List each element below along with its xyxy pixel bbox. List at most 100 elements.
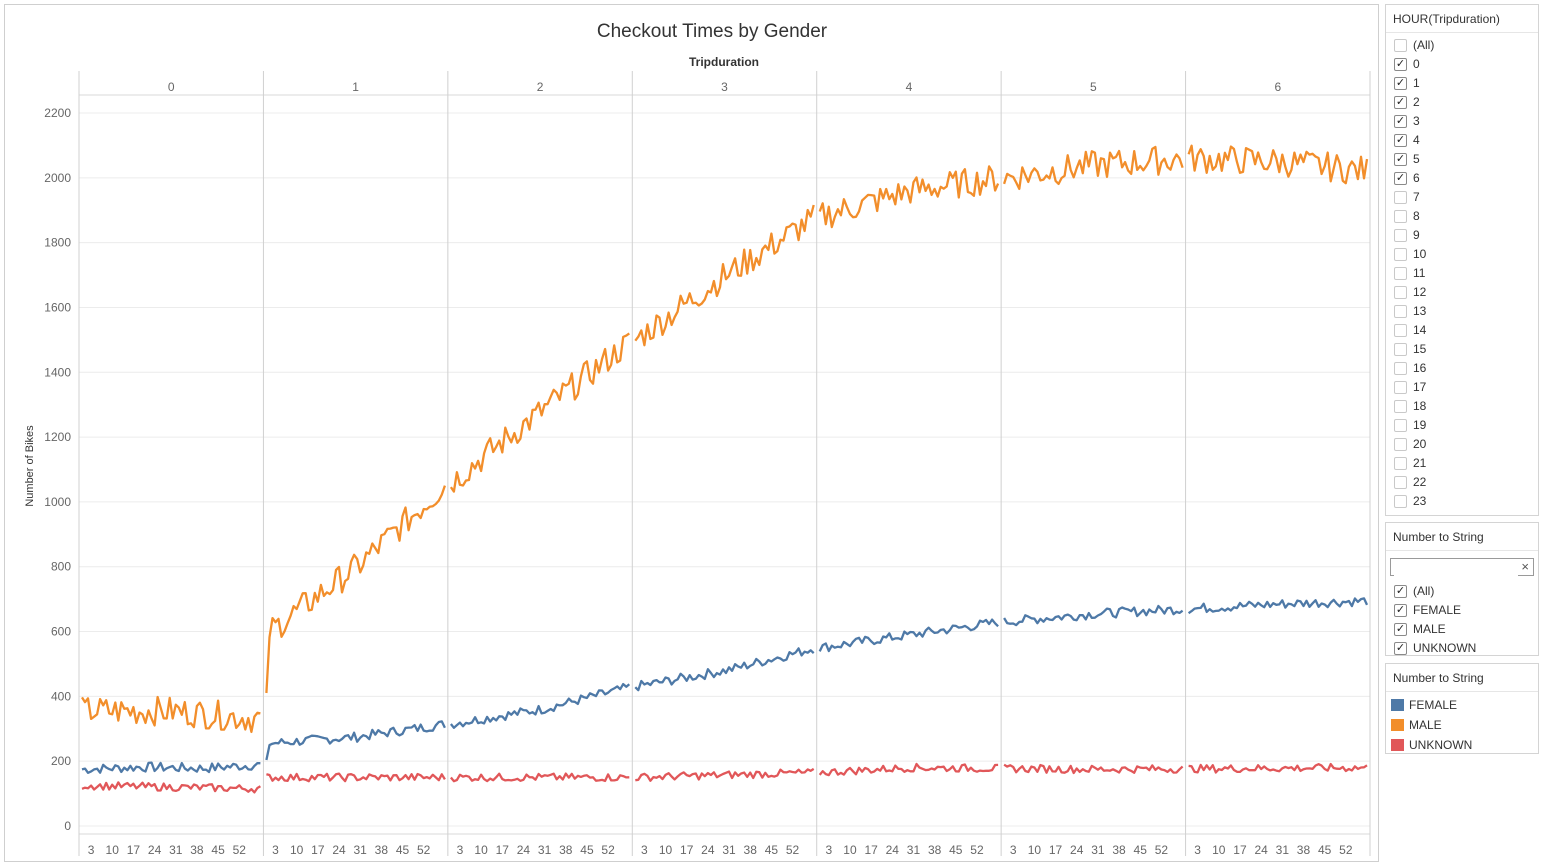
- x-tick-label: 24: [1254, 843, 1268, 857]
- gender-search-box[interactable]: ×: [1390, 558, 1534, 577]
- hour-filter-item-label: (All): [1413, 38, 1435, 52]
- hour-filter-list: (All) ✓ 0 ✓ 1 ✓ 2 ✓ 3 ✓ 4 ✓ 5 ✓ 6 7 8 9 10 11 12 13 14 15 16 17 18…: [1386, 33, 1538, 511]
- x-tick-label: 10: [1212, 843, 1226, 857]
- pane-header-label: 6: [1274, 80, 1281, 94]
- checkbox-unchecked-icon[interactable]: [1394, 267, 1407, 280]
- checkbox-unchecked-icon[interactable]: [1394, 495, 1407, 508]
- gender-filter-item[interactable]: ✓ FEMALE: [1386, 601, 1538, 620]
- legend-item[interactable]: UNKNOWN: [1386, 735, 1538, 755]
- gender-filter-item[interactable]: ✓ MALE: [1386, 620, 1538, 639]
- checkbox-checked-icon[interactable]: ✓: [1394, 585, 1407, 598]
- hour-filter-item[interactable]: ✓ 2: [1386, 93, 1538, 112]
- hour-filter-item[interactable]: 17: [1386, 378, 1538, 397]
- series-line-female: [818, 618, 999, 653]
- hour-filter-item[interactable]: 16: [1386, 359, 1538, 378]
- checkbox-unchecked-icon[interactable]: [1394, 229, 1407, 242]
- series-line-unknown: [818, 762, 999, 777]
- y-axis-label: Number of Bikes: [24, 425, 36, 507]
- x-tick-label: 45: [1318, 843, 1332, 857]
- hour-filter-item[interactable]: 9: [1386, 226, 1538, 245]
- hour-filter-item-label: 12: [1413, 285, 1427, 299]
- x-tick-label: 31: [353, 843, 367, 857]
- checkbox-unchecked-icon[interactable]: [1394, 191, 1407, 204]
- checkbox-unchecked-icon[interactable]: [1394, 419, 1407, 432]
- hour-filter-item[interactable]: ✓ 5: [1386, 150, 1538, 169]
- x-tick-label: 38: [375, 843, 389, 857]
- checkbox-unchecked-icon[interactable]: [1394, 305, 1407, 318]
- gender-filter-title: Number to String: [1386, 523, 1538, 551]
- hour-filter-item[interactable]: 11: [1386, 264, 1538, 283]
- hour-filter-item-label: 23: [1413, 494, 1427, 508]
- checkbox-checked-icon[interactable]: ✓: [1394, 604, 1407, 617]
- hour-filter-item[interactable]: ✓ 0: [1386, 55, 1538, 74]
- clear-icon[interactable]: ×: [1521, 559, 1529, 574]
- x-tick-label: 10: [290, 843, 304, 857]
- hour-filter-item-label: 1: [1413, 76, 1420, 90]
- series-line-female: [634, 647, 815, 692]
- hour-filter-item[interactable]: 21: [1386, 454, 1538, 473]
- color-legend-panel: Number to String FEMALE MALE UNKNOWN: [1385, 663, 1539, 754]
- hour-filter-title: HOUR(Tripduration): [1386, 5, 1538, 33]
- checkbox-checked-icon[interactable]: ✓: [1394, 115, 1407, 128]
- hour-filter-item[interactable]: 18: [1386, 397, 1538, 416]
- legend-item[interactable]: FEMALE: [1386, 695, 1538, 715]
- series-line-female: [1003, 604, 1184, 627]
- checkbox-unchecked-icon[interactable]: [1394, 381, 1407, 394]
- hour-filter-item[interactable]: 8: [1386, 207, 1538, 226]
- series-line-male: [818, 165, 1000, 229]
- x-tick-label: 52: [233, 843, 247, 857]
- series-line-female: [81, 761, 261, 774]
- x-tick-label: 38: [190, 843, 204, 857]
- hour-filter-item[interactable]: 15: [1386, 340, 1538, 359]
- checkbox-checked-icon[interactable]: ✓: [1394, 77, 1407, 90]
- checkbox-unchecked-icon[interactable]: [1394, 286, 1407, 299]
- checkbox-checked-icon[interactable]: ✓: [1394, 172, 1407, 185]
- checkbox-checked-icon[interactable]: ✓: [1394, 96, 1407, 109]
- hour-filter-item-label: 5: [1413, 152, 1420, 166]
- hour-filter-item-label: 7: [1413, 190, 1420, 204]
- hour-filter-item[interactable]: 22: [1386, 473, 1538, 492]
- hour-filter-item-label: 14: [1413, 323, 1427, 337]
- checkbox-unchecked-icon[interactable]: [1394, 400, 1407, 413]
- gender-filter-item[interactable]: ✓ UNKNOWN: [1386, 639, 1538, 658]
- x-tick-label: 17: [496, 843, 510, 857]
- checkbox-unchecked-icon[interactable]: [1394, 476, 1407, 489]
- series-line-unknown: [450, 772, 630, 783]
- hour-filter-item-label: 17: [1413, 380, 1427, 394]
- series-line-male: [634, 204, 815, 347]
- hour-filter-item-label: 22: [1413, 475, 1427, 489]
- gender-search-input[interactable]: [1394, 561, 1518, 577]
- hour-filter-item[interactable]: ✓ 4: [1386, 131, 1538, 150]
- hour-filter-item[interactable]: 13: [1386, 302, 1538, 321]
- x-tick-label: 31: [538, 843, 552, 857]
- checkbox-checked-icon[interactable]: ✓: [1394, 623, 1407, 636]
- checkbox-unchecked-icon[interactable]: [1394, 343, 1407, 356]
- checkbox-checked-icon[interactable]: ✓: [1394, 642, 1407, 655]
- hour-filter-item[interactable]: 12: [1386, 283, 1538, 302]
- checkbox-unchecked-icon[interactable]: [1394, 362, 1407, 375]
- checkbox-unchecked-icon[interactable]: [1394, 248, 1407, 261]
- checkbox-checked-icon[interactable]: ✓: [1394, 134, 1407, 147]
- hour-filter-item[interactable]: 7: [1386, 188, 1538, 207]
- hour-filter-item[interactable]: 19: [1386, 416, 1538, 435]
- checkbox-unchecked-icon[interactable]: [1394, 457, 1407, 470]
- legend-item[interactable]: MALE: [1386, 715, 1538, 735]
- hour-filter-item[interactable]: ✓ 6: [1386, 169, 1538, 188]
- checkbox-checked-icon[interactable]: ✓: [1394, 58, 1407, 71]
- series-line-female: [449, 682, 631, 729]
- x-tick-label: 31: [722, 843, 736, 857]
- hour-filter-item[interactable]: 10: [1386, 245, 1538, 264]
- checkbox-unchecked-icon[interactable]: [1394, 39, 1407, 52]
- hour-filter-item[interactable]: 23: [1386, 492, 1538, 511]
- checkbox-unchecked-icon[interactable]: [1394, 324, 1407, 337]
- hour-filter-item[interactable]: 20: [1386, 435, 1538, 454]
- checkbox-checked-icon[interactable]: ✓: [1394, 153, 1407, 166]
- hour-filter-item[interactable]: (All): [1386, 36, 1538, 55]
- checkbox-unchecked-icon[interactable]: [1394, 438, 1407, 451]
- hour-filter-item[interactable]: ✓ 3: [1386, 112, 1538, 131]
- hour-filter-item[interactable]: 14: [1386, 321, 1538, 340]
- hour-filter-item[interactable]: ✓ 1: [1386, 74, 1538, 93]
- checkbox-unchecked-icon[interactable]: [1394, 210, 1407, 223]
- y-tick-label: 200: [51, 754, 71, 768]
- gender-filter-item[interactable]: ✓ (All): [1386, 582, 1538, 601]
